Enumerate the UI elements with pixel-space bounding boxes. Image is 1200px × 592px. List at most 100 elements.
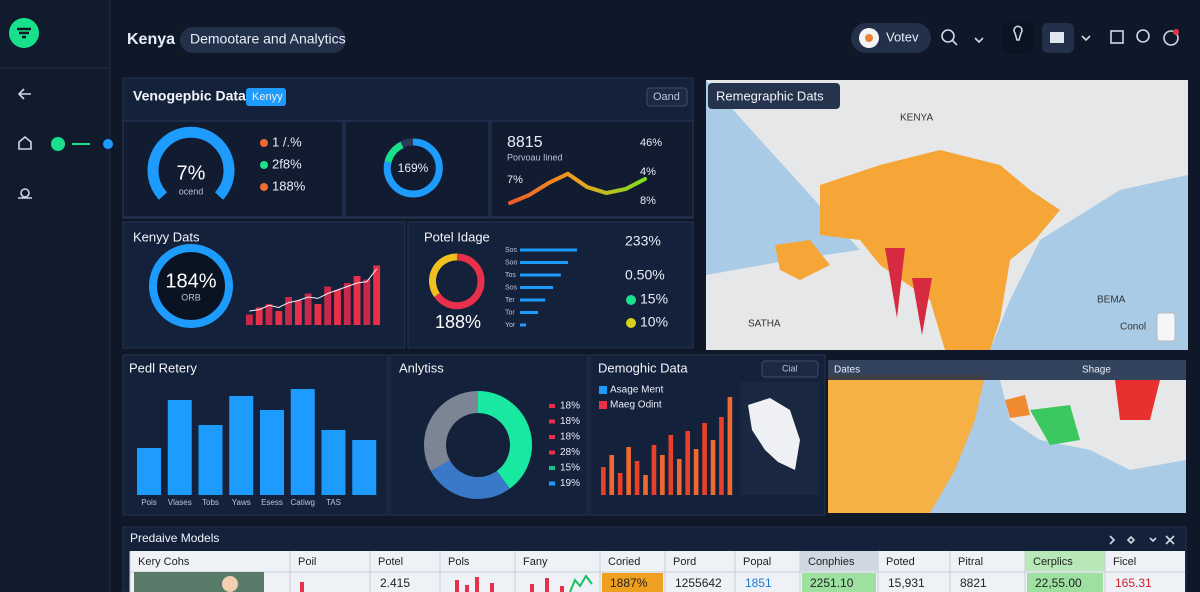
chevron-2[interactable] [1081,35,1091,42]
toggle-end [103,139,113,149]
bar [321,430,346,495]
usage-ring-label: 188% [435,312,481,332]
bar [324,286,332,325]
column-header: Popal [743,556,771,568]
legend-label: 28% [560,447,580,458]
demographic-dropdown-text: Cial [782,363,798,373]
hbar [520,273,561,277]
bar [167,400,192,495]
sidebar [0,0,110,592]
back-icon[interactable] [17,88,31,100]
bar [285,297,292,325]
analytics-title: Anlytiss [399,360,444,375]
hbar [520,311,538,314]
map-bottom-africa [828,375,985,513]
table-tools[interactable] [1109,535,1175,545]
bar [676,459,682,495]
overview-button[interactable] [646,87,688,107]
legend-swatch [549,435,555,439]
legend-dot [260,139,268,147]
legend-label: 18% [560,416,580,427]
column-header: Potel [378,556,403,568]
column-header: Fany [523,556,548,568]
grid-icon[interactable] [1110,30,1124,44]
bar-label: Soo [505,259,518,266]
hbar [520,323,526,327]
map-region [820,150,1060,350]
legend-label: 15% [560,463,580,474]
history-panel [122,354,389,516]
map-pin [885,248,905,318]
alert-badge [1173,29,1179,35]
search-icon-2[interactable] [1136,29,1150,43]
map-bottom-red [1115,380,1160,420]
usage-panel [407,221,694,349]
x-tick-label: Esess [261,498,283,507]
overview-title: Venogepbic Data [133,88,246,104]
kenya-ring [149,244,233,328]
table-grid: Kery Cohs Poil Potel 2.415 Pols Fany Coried 188… [129,551,1185,592]
map-bottom-green [1030,405,1080,445]
user-icon[interactable] [18,188,32,199]
legend-swatch [549,466,555,470]
chevron[interactable] [974,37,984,44]
legend-label: 1 /.% [272,134,302,149]
inset-land [748,398,800,470]
badge-text: Kenyy [252,91,283,103]
usage-arc-3 [428,253,458,298]
kenya-ring-label: 184% [165,270,216,292]
stat-dot [626,318,636,328]
legend-label: 18% [560,401,580,412]
map-label: SATHA [748,319,781,330]
stat-label: 10% [640,314,668,330]
bar [290,389,315,495]
bar [651,445,657,495]
bar [275,311,283,325]
bar [352,440,377,495]
home-icon[interactable] [18,135,32,150]
bar [198,425,223,495]
user-name: Votev [886,29,919,44]
column-header: Poil [298,556,316,568]
cell: 1255642 [675,576,722,590]
map-title-box [708,83,840,109]
bar [363,279,371,325]
usage-arc [456,253,485,283]
legend-dot [260,183,268,191]
demographic-dropdown[interactable] [761,360,819,378]
map-bottom-orange [1005,395,1030,418]
map-bottom-dropdown[interactable]: Shage [1082,365,1111,376]
legend-dot [260,161,268,169]
legend-label: 2f8% [272,156,302,171]
alert-icon[interactable] [1163,30,1179,46]
bar [727,397,733,495]
bar [660,455,665,495]
legend-swatch [599,386,607,394]
column-header: Poted [886,556,915,568]
subtitle-pill [180,27,346,53]
toggle-dot[interactable] [51,137,65,151]
cell: 1887% [610,576,648,590]
cell: 165.31 [1115,576,1152,590]
column-header: Conphies [808,556,855,568]
column-header: Kery Cohs [138,556,190,568]
bar [710,440,716,495]
hbar [520,261,568,264]
zoom-control[interactable] [1156,312,1176,342]
map-bottom-title: Dates [834,365,860,376]
bar [265,304,273,325]
bar [137,448,161,495]
trend-value: 8815 [507,134,543,151]
stat-dot [626,295,636,305]
bar-label: Tor [505,309,515,316]
bar-label: Sos [505,284,518,291]
bar [373,265,381,325]
bulb-button[interactable] [1002,23,1034,53]
trend-left-label: 7% [507,174,523,186]
bar [304,293,312,325]
kenya-stats-title: Kenyy Dats [133,229,200,244]
trend-right-label: 4% [640,166,656,178]
header-cell [1025,551,1105,571]
search-icon[interactable] [941,29,955,43]
